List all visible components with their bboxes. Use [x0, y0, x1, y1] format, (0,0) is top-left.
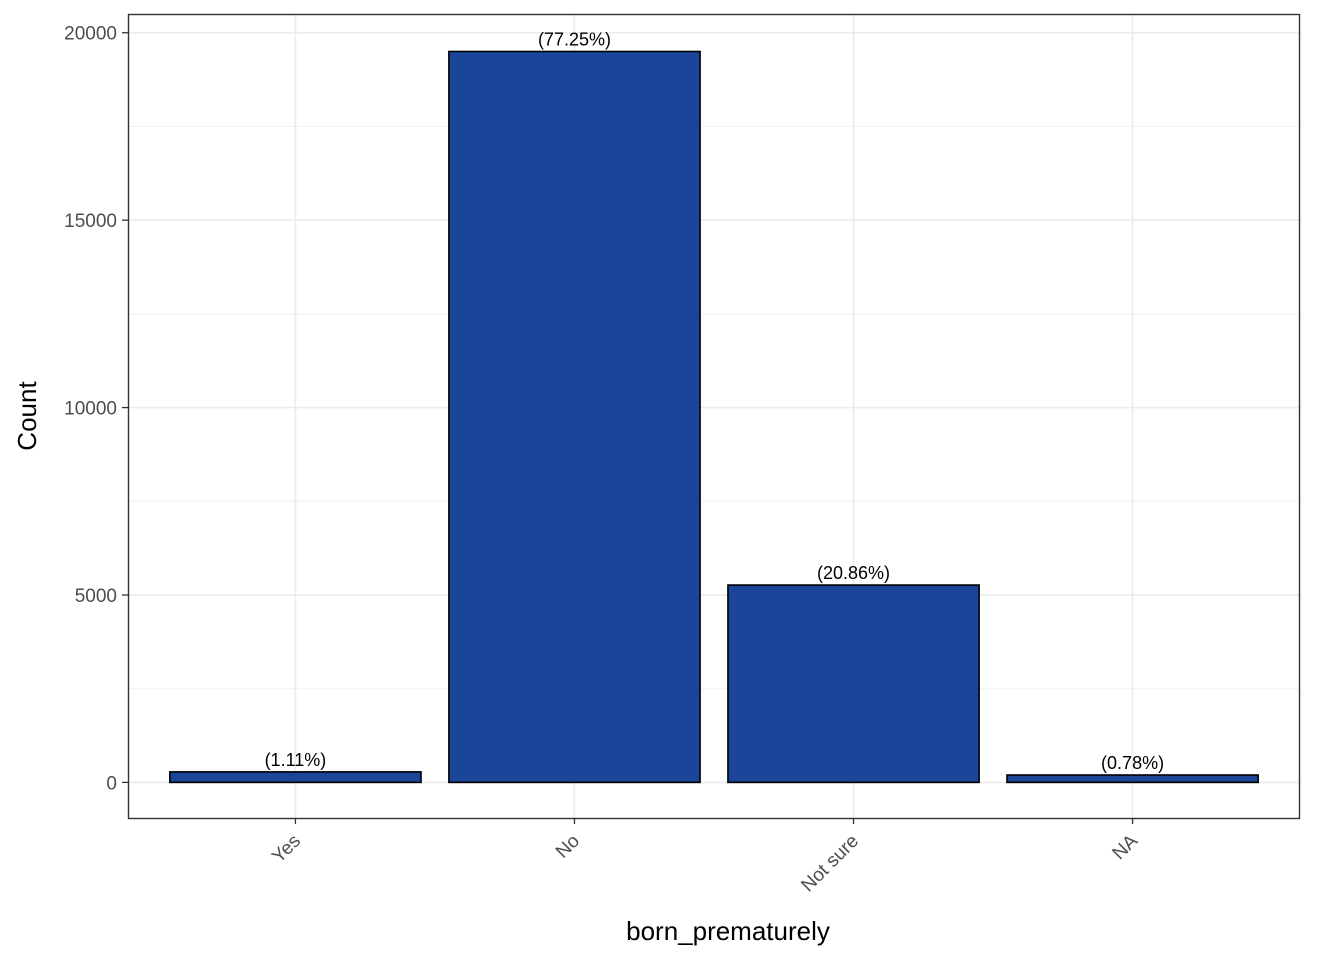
- x-axis-title: born_prematurely: [626, 916, 830, 946]
- bar-data-label: (1.11%): [265, 750, 327, 770]
- bar-data-label: (0.78%): [1101, 753, 1164, 773]
- bar-not-sure: [727, 584, 980, 784]
- y-tick-label: 5000: [75, 586, 117, 607]
- bar-data-label: (20.86%): [817, 563, 890, 583]
- y-axis-title: Count: [12, 381, 42, 451]
- bars: [169, 50, 1259, 784]
- y-tick-label: 15000: [64, 211, 117, 232]
- bar-na: [1006, 774, 1259, 784]
- panel-border: [127, 13, 1301, 820]
- data-labels: (1.11%) (77.25%) (20.86%) (0.78%): [265, 29, 1165, 773]
- y-tick-label: 0: [106, 773, 117, 794]
- y-axis: 0 5000 10000 15000 20000: [64, 24, 128, 794]
- bar-data-label: (77.25%): [538, 29, 611, 49]
- bar-yes: [169, 771, 422, 784]
- y-tick-label: 20000: [64, 24, 117, 45]
- bar-no: [448, 50, 701, 784]
- y-tick-label: 10000: [64, 399, 117, 420]
